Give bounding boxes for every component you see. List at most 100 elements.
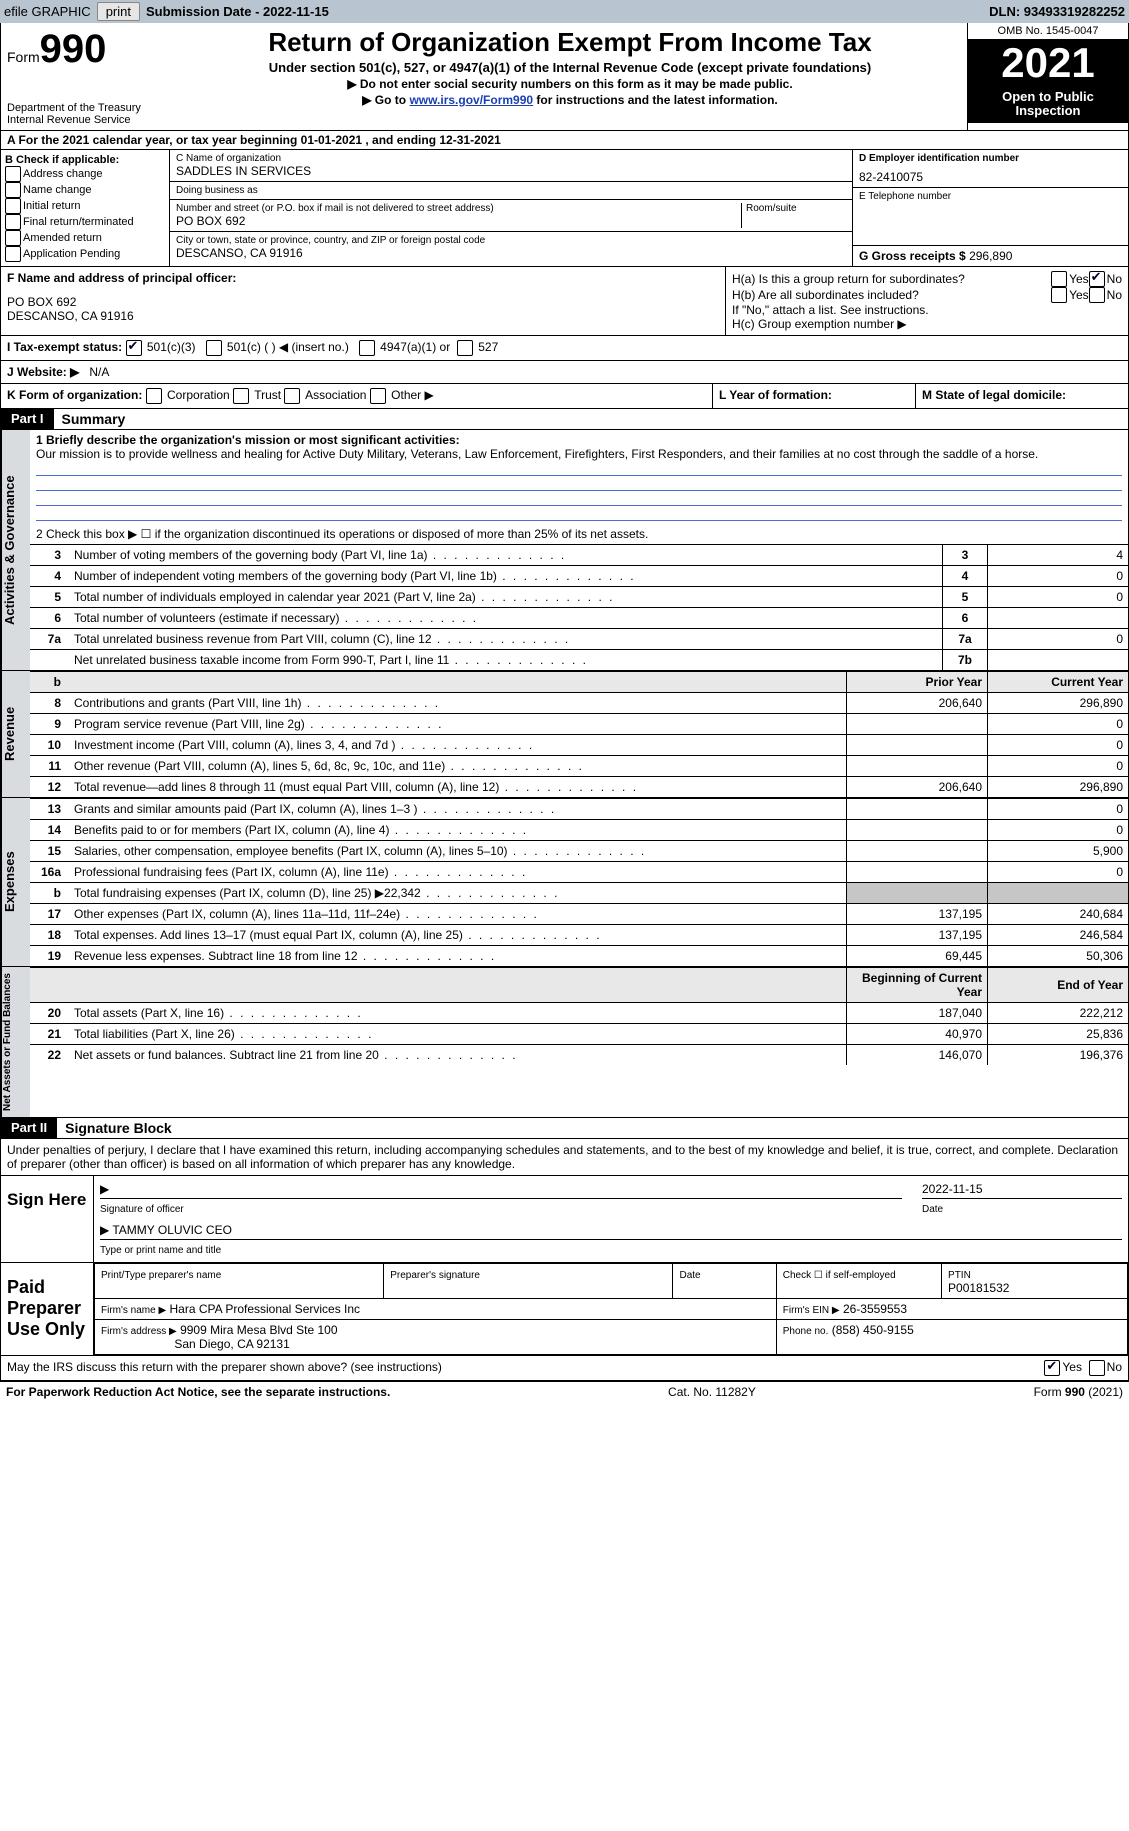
note-link: ▶ Go to www.irs.gov/Form990 for instruct… <box>179 93 961 107</box>
form-header: Form990 Department of the Treasury Inter… <box>0 23 1129 130</box>
sig-officer-label: Signature of officer <box>100 1204 184 1215</box>
governance-table: 3Number of voting members of the governi… <box>30 544 1128 670</box>
col-current: Current Year <box>988 672 1129 693</box>
submission-date: Submission Date - 2022-11-15 <box>146 4 329 19</box>
revenue-table: bPrior YearCurrent Year 8Contributions a… <box>30 671 1128 797</box>
footer-right: Form 990 (2021) <box>1034 1385 1123 1399</box>
org-name-label: C Name of organization <box>176 153 846 164</box>
row-klm: K Form of organization: Corporation Trus… <box>0 384 1129 409</box>
q1-label: 1 Briefly describe the organization's mi… <box>36 433 460 447</box>
tab-netassets: Net Assets or Fund Balances <box>1 967 30 1117</box>
col-end: End of Year <box>988 968 1129 1003</box>
irs-label: Internal Revenue Service <box>7 114 167 126</box>
expenses-table: 13Grants and similar amounts paid (Part … <box>30 798 1128 966</box>
typed-label: Type or print name and title <box>100 1245 221 1256</box>
officer-typed: TAMMY OLUVIC CEO <box>112 1223 232 1237</box>
section-revenue: Revenue bPrior YearCurrent Year 8Contrib… <box>0 671 1129 798</box>
cb-501c[interactable] <box>206 340 222 356</box>
sign-here-label: Sign Here <box>1 1176 94 1262</box>
section-netassets: Net Assets or Fund Balances Beginning of… <box>0 967 1129 1118</box>
preparer-table: Print/Type preparer's name Preparer's si… <box>94 1263 1128 1355</box>
discuss-no[interactable] <box>1089 1360 1105 1376</box>
tab-expenses: Expenses <box>1 798 30 966</box>
cb-501c3[interactable] <box>126 340 142 356</box>
part1-title: Summary <box>54 409 1128 429</box>
cb-corp[interactable] <box>146 388 162 404</box>
row-f-h: F Name and address of principal officer:… <box>0 267 1129 336</box>
ein-value: 82-2410075 <box>859 170 1122 184</box>
room-label: Room/suite <box>746 203 846 214</box>
tax-year: 2021 <box>968 40 1128 86</box>
declaration-text: Under penalties of perjury, I declare th… <box>1 1139 1128 1175</box>
cb-pending[interactable]: Application Pending <box>5 246 165 262</box>
ha-yes[interactable] <box>1051 271 1067 287</box>
discuss-yes[interactable] <box>1044 1360 1060 1376</box>
cb-amended[interactable]: Amended return <box>5 230 165 246</box>
part1-tag: Part I <box>1 409 54 429</box>
city-value: DESCANSO, CA 91916 <box>176 246 846 260</box>
l-label: L Year of formation: <box>719 388 832 402</box>
form-word: Form <box>7 49 40 65</box>
row-i: I Tax-exempt status: 501(c)(3) 501(c) ( … <box>0 336 1129 361</box>
col-prior: Prior Year <box>847 672 988 693</box>
hb-label: H(b) Are all subordinates included? <box>732 288 1051 302</box>
ptin-value: P00181532 <box>948 1281 1009 1295</box>
signature-block: Under penalties of perjury, I declare th… <box>0 1139 1129 1381</box>
paid-preparer-label: Paid Preparer Use Only <box>1 1263 94 1355</box>
dln: DLN: 93493319282252 <box>989 4 1125 19</box>
firm-addr2: San Diego, CA 92131 <box>174 1337 289 1351</box>
form-subtitle: Under section 501(c), 527, or 4947(a)(1)… <box>179 60 961 75</box>
ha-label: H(a) Is this a group return for subordin… <box>732 272 1051 286</box>
netassets-table: Beginning of Current YearEnd of Year 20T… <box>30 967 1128 1065</box>
addr-label: Number and street (or P.O. box if mail i… <box>176 203 741 214</box>
gross-value: 296,890 <box>969 249 1012 263</box>
cb-trust[interactable] <box>233 388 249 404</box>
officer-addr1: PO BOX 692 <box>7 295 719 309</box>
hb-no[interactable] <box>1089 287 1105 303</box>
k-label: K Form of organization: <box>7 388 142 402</box>
header-grid: B Check if applicable: Address change Na… <box>0 150 1129 267</box>
q2-text: 2 Check this box ▶ ☐ if the organization… <box>30 524 1128 544</box>
note-ssn: ▶ Do not enter social security numbers o… <box>179 77 961 91</box>
officer-addr2: DESCANSO, CA 91916 <box>7 309 719 323</box>
discuss-label: May the IRS discuss this return with the… <box>7 1360 1044 1376</box>
footer: For Paperwork Reduction Act Notice, see … <box>0 1381 1129 1402</box>
officer-label: F Name and address of principal officer: <box>7 271 719 285</box>
cb-address-change[interactable]: Address change <box>5 166 165 182</box>
cb-other[interactable] <box>370 388 386 404</box>
print-button[interactable]: print <box>97 2 140 21</box>
gross-label: G Gross receipts $ <box>859 249 966 263</box>
section-activities: Activities & Governance 1 Briefly descri… <box>0 430 1129 671</box>
irs-link[interactable]: www.irs.gov/Form990 <box>409 93 533 107</box>
cb-assoc[interactable] <box>284 388 300 404</box>
line-a: A For the 2021 calendar year, or tax yea… <box>0 130 1129 150</box>
dba-label: Doing business as <box>176 185 846 196</box>
part1-header: Part I Summary <box>0 409 1129 430</box>
cb-final-return[interactable]: Final return/terminated <box>5 214 165 230</box>
form-number: 990 <box>40 27 107 71</box>
part2-title: Signature Block <box>57 1118 1128 1138</box>
footer-mid: Cat. No. 11282Y <box>668 1385 756 1399</box>
i-label: I Tax-exempt status: <box>7 340 122 354</box>
cb-4947[interactable] <box>359 340 375 356</box>
cb-name-change[interactable]: Name change <box>5 182 165 198</box>
city-label: City or town, state or province, country… <box>176 235 846 246</box>
tab-activities: Activities & Governance <box>1 430 30 670</box>
firm-phone: (858) 450-9155 <box>832 1323 914 1337</box>
top-bar: efile GRAPHIC print Submission Date - 20… <box>0 0 1129 23</box>
form-title: Return of Organization Exempt From Incom… <box>179 27 961 58</box>
cb-527[interactable] <box>457 340 473 356</box>
part2-tag: Part II <box>1 1118 57 1138</box>
ha-no[interactable] <box>1089 271 1105 287</box>
cb-initial-return[interactable]: Initial return <box>5 198 165 214</box>
website-value: N/A <box>89 365 109 379</box>
phone-label: E Telephone number <box>859 191 1122 202</box>
dept-label: Department of the Treasury <box>7 102 167 114</box>
hb-yes[interactable] <box>1051 287 1067 303</box>
footer-left: For Paperwork Reduction Act Notice, see … <box>6 1385 390 1399</box>
efile-label: efile GRAPHIC <box>4 4 91 19</box>
ein-label: D Employer identification number <box>859 153 1122 164</box>
firm-name: Hara CPA Professional Services Inc <box>170 1302 361 1316</box>
sig-date: 2022-11-15 <box>922 1182 983 1196</box>
tab-revenue: Revenue <box>1 671 30 797</box>
